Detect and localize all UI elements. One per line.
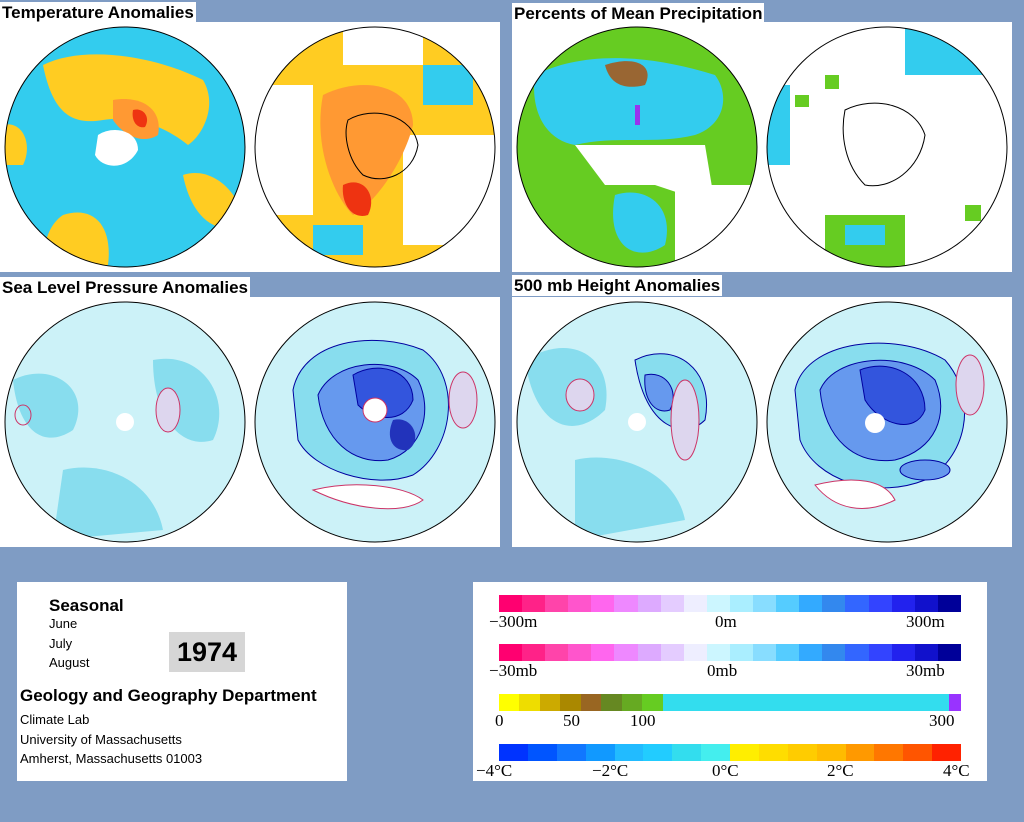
lab-line: Climate Lab (20, 712, 90, 727)
info-box: Seasonal June July August 1974 Geology a… (17, 582, 347, 781)
precipitation-southern-globe (766, 26, 1008, 268)
slp-northern-globe (4, 301, 246, 543)
department-name: Geology and Geography Department (20, 686, 317, 705)
temperature-panel-title: Temperature Anomalies (0, 2, 196, 23)
temp-tick-2: 2°C (827, 761, 854, 780)
pressure-max-label: 30mb (906, 661, 945, 680)
precip-tick-0: 0 (495, 711, 504, 730)
temp-tick-minus4: −4°C (476, 761, 513, 780)
month-3: August (49, 655, 90, 670)
precip-tick-100: 100 (630, 711, 656, 730)
temp-tick-0: 0°C (712, 761, 739, 780)
precipitation-northern-globe (516, 26, 758, 268)
address-line: Amherst, Massachusetts 01003 (20, 751, 203, 766)
height-northern-globe (516, 301, 758, 543)
year-badge: 1974 (169, 632, 245, 672)
slp-southern-globe (254, 301, 496, 543)
precipitation-panel-title: Percents of Mean Precipitation (512, 3, 765, 24)
month-1: June (49, 616, 78, 631)
height-mid-label: 0m (715, 612, 737, 631)
height-panel (512, 297, 1012, 547)
slp-panel-title: Sea Level Pressure Anomalies (0, 277, 251, 298)
pressure-mid-label: 0mb (707, 661, 738, 680)
precipitation-colorbar (499, 694, 961, 711)
university-line: University of Massachusetts (20, 732, 182, 747)
height-southern-globe (766, 301, 1008, 543)
precip-tick-300: 300 (929, 711, 955, 730)
height-panel-title: 500 mb Height Anomalies (512, 275, 723, 296)
temperature-panel (0, 22, 500, 272)
temperature-northern-globe (4, 26, 246, 268)
legend-box: −300m 0m 300m −30mb 0mb 30mb 0 50 100 30… (473, 582, 987, 781)
height-min-label: −300m (489, 612, 538, 631)
pressure-colorbar (499, 644, 961, 661)
temp-tick-4: 4°C (943, 761, 970, 780)
slp-panel (0, 297, 500, 547)
height-max-label: 300m (906, 612, 945, 631)
temp-tick-minus2: −2°C (592, 761, 629, 780)
precip-tick-50: 50 (563, 711, 580, 730)
month-2: July (49, 636, 73, 651)
period-label: Seasonal (49, 596, 124, 615)
height-colorbar (499, 595, 961, 612)
temperature-southern-globe (254, 26, 496, 268)
temperature-colorbar (499, 744, 961, 761)
precipitation-panel (512, 22, 1012, 272)
pressure-min-label: −30mb (489, 661, 538, 680)
